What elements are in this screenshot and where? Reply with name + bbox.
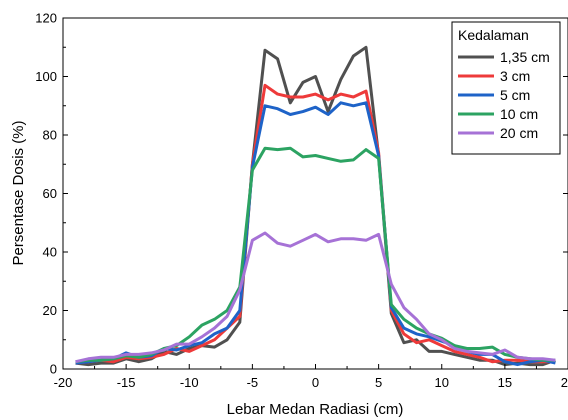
legend-title: Kedalaman bbox=[458, 27, 529, 43]
x-tick-label: 5 bbox=[375, 375, 382, 390]
y-tick-label: 60 bbox=[43, 186, 57, 201]
y-tick-label: 100 bbox=[35, 69, 57, 84]
legend-label-4: 10 cm bbox=[500, 106, 538, 122]
x-tick-label: -5 bbox=[247, 375, 259, 390]
plot-area: -20 -15 -10 -5 0 5 10 15 20 0 20 40 60 80 100 120 bbox=[35, 11, 568, 390]
x-tick-label: 20 bbox=[561, 375, 568, 390]
y-tick-label: 40 bbox=[43, 245, 57, 260]
x-tick-label: 0 bbox=[312, 375, 319, 390]
legend-label-5: 20 cm bbox=[500, 125, 538, 141]
x-tick-label: -10 bbox=[180, 375, 199, 390]
series-line-5 bbox=[75, 231, 556, 364]
y-tick-label: 0 bbox=[50, 362, 57, 377]
legend-label-2: 3 cm bbox=[500, 68, 530, 84]
series-line-4 bbox=[75, 146, 556, 364]
legend: Kedalaman 1,35 cm 3 cm 5 cm 10 cm 20 cm bbox=[451, 21, 561, 155]
x-tick-label: -15 bbox=[117, 375, 136, 390]
y-axis-title: Persentase Dosis (%) bbox=[10, 120, 27, 265]
series-line-2 bbox=[75, 83, 556, 365]
legend-items: 1,35 cm 3 cm 5 cm 10 cm 20 cm bbox=[458, 49, 550, 141]
x-tick-label: -20 bbox=[54, 375, 73, 390]
y-tick-label: 20 bbox=[43, 303, 57, 318]
series-lines bbox=[75, 45, 556, 367]
y-tick-label: 120 bbox=[35, 11, 57, 26]
x-axis-title: Lebar Medan Radiasi (cm) bbox=[227, 401, 404, 418]
y-tick-label: 80 bbox=[43, 128, 57, 143]
x-tick-label: 10 bbox=[435, 375, 449, 390]
legend-label-3: 5 cm bbox=[500, 87, 530, 103]
x-tick-label: 15 bbox=[498, 375, 512, 390]
x-axis-ticks: -20 -15 -10 -5 0 5 10 15 20 bbox=[54, 364, 568, 390]
y-axis-ticks: 0 20 40 60 80 100 120 bbox=[35, 11, 568, 377]
legend-label-1: 1,35 cm bbox=[500, 49, 550, 65]
